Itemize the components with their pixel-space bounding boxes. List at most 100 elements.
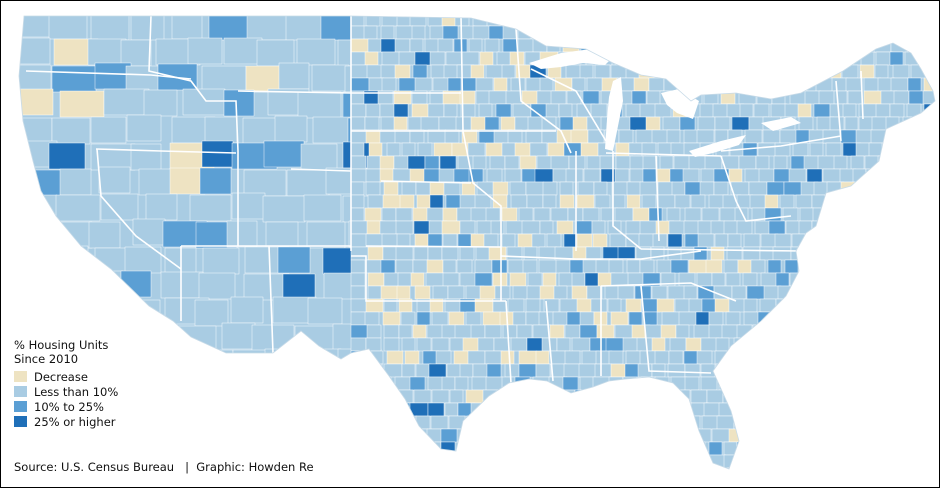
county-cell [608, 389, 627, 404]
county-cell [910, 363, 930, 378]
county-cell [629, 454, 648, 469]
county-cell [719, 64, 735, 79]
county-cell [585, 246, 602, 261]
county-cell [836, 285, 856, 300]
county-cell [278, 62, 310, 90]
county-cell [505, 454, 522, 469]
county-cell [697, 285, 715, 300]
county-cell [868, 298, 885, 313]
county-cell [763, 376, 780, 391]
county-cell [775, 272, 790, 287]
county-cell [192, 349, 234, 377]
county-cell [442, 259, 457, 274]
county-cell [187, 37, 223, 65]
county-cell [627, 51, 642, 66]
county-cell [364, 311, 380, 326]
county-cell [690, 454, 707, 469]
county-cell [778, 376, 796, 391]
county-cell [614, 168, 630, 183]
county-cell [413, 246, 429, 261]
county-cell [768, 415, 783, 430]
county-cell [922, 259, 935, 274]
county-cell [824, 402, 842, 417]
county-cell [586, 428, 601, 443]
county-cell [715, 363, 733, 378]
county-cell [543, 25, 561, 40]
county-cell [19, 244, 56, 272]
lake-ontario [761, 117, 801, 131]
county-cell [454, 324, 474, 339]
county-cell [717, 25, 737, 40]
county-cell [694, 51, 709, 66]
county-cell [847, 25, 864, 40]
county-cell [647, 402, 662, 417]
county-cell [890, 220, 908, 235]
county-cell [455, 116, 473, 131]
county-cell [638, 16, 658, 27]
county-cell [438, 168, 456, 183]
county-cell [380, 25, 395, 40]
county-cell [743, 233, 761, 248]
county-cell [533, 207, 551, 222]
county-cell [798, 25, 814, 40]
county-cell [851, 298, 870, 313]
county-cell [816, 25, 835, 40]
county-cell [913, 272, 933, 287]
county-cell [125, 65, 160, 93]
county-cell [799, 207, 815, 222]
county-cell [231, 192, 266, 220]
county-cell [835, 233, 853, 248]
county-cell [461, 51, 480, 66]
county-cell [870, 194, 889, 209]
county-cell [779, 129, 799, 144]
county-cell [590, 103, 608, 118]
county-cell [350, 207, 365, 222]
county-cell [401, 181, 417, 196]
county-cell [565, 64, 582, 79]
county-cell [470, 64, 485, 79]
county-cell [925, 376, 935, 391]
county-cell [829, 324, 847, 339]
county-cell [822, 16, 842, 27]
county-cell [552, 428, 570, 443]
legend-item: 25% or higher [14, 414, 118, 429]
county-cell [526, 337, 544, 352]
county-cell [894, 16, 914, 27]
county-cell [201, 65, 247, 93]
county-cell [507, 129, 523, 144]
county-cell [806, 428, 824, 443]
county-cell [398, 415, 418, 430]
county-cell [643, 389, 663, 404]
county-cell [556, 337, 571, 352]
county-cell [467, 350, 486, 365]
county-cell [837, 454, 857, 469]
county-cell [900, 337, 916, 352]
county-cell [817, 155, 836, 170]
county-cell [684, 207, 702, 222]
county-cell [829, 116, 845, 131]
county-cell [444, 129, 460, 144]
county-cell [788, 441, 808, 456]
county-cell [502, 25, 518, 40]
county-cell [307, 297, 343, 325]
county-cell [382, 194, 402, 209]
county-cell [802, 454, 822, 469]
county-cell [885, 181, 901, 196]
county-cell [645, 116, 661, 131]
county-cell [622, 337, 639, 352]
county-cell [426, 428, 444, 443]
county-cell [426, 207, 444, 222]
county-cell [770, 441, 787, 456]
county-cell [510, 77, 526, 92]
county-cell [865, 233, 881, 248]
county-cell [835, 298, 852, 313]
county-cell [668, 350, 684, 365]
county-cell [911, 467, 929, 469]
county-cell [198, 272, 236, 300]
county-cell [564, 324, 581, 339]
county-cell [578, 363, 597, 378]
county-cell [905, 246, 924, 261]
county-cell [739, 103, 754, 118]
county-cell [555, 259, 572, 274]
